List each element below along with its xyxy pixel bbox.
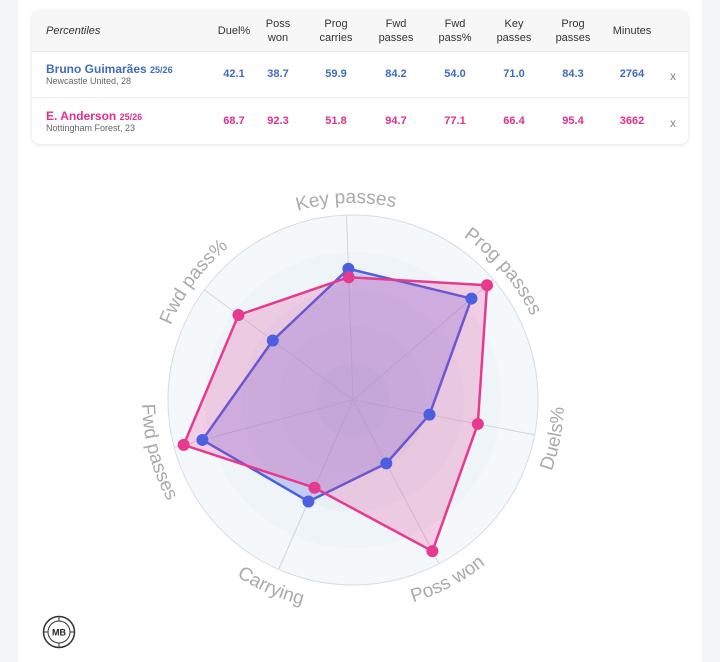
- remove-player-button[interactable]: x: [670, 69, 676, 83]
- cell-fwd-passes: 84.2: [385, 68, 407, 80]
- series-area-2: [182, 275, 489, 553]
- radar-spoke: [352, 399, 535, 436]
- series-point-1-6[interactable]: [196, 433, 209, 446]
- cell-fwd-passes: 94.7: [385, 115, 407, 127]
- series-point-2-5[interactable]: [308, 481, 321, 494]
- series-point-2-1[interactable]: [342, 271, 355, 284]
- cell-fwd-pass-pct: 77.1: [444, 115, 466, 127]
- column-header-duel-pct[interactable]: Duel%: [217, 24, 251, 37]
- player-name[interactable]: E. Anderson 25/26: [46, 109, 143, 123]
- series-point-1-4[interactable]: [380, 457, 393, 470]
- remove-player-button[interactable]: x: [670, 116, 676, 130]
- series-point-2-7[interactable]: [232, 309, 245, 322]
- player-team: Nottingham Forest, 23: [46, 123, 136, 133]
- logo-text: MB: [52, 628, 66, 638]
- series-point-1-2[interactable]: [465, 292, 478, 305]
- logo: MB: [42, 615, 76, 649]
- page: Percentiles Duel% Poss won Prog carries …: [18, 0, 702, 662]
- table-row-player-2: E. Anderson 25/26 Nottingham Forest, 23 …: [32, 98, 688, 144]
- cell-prog-passes: 95.4: [562, 115, 584, 127]
- series-area-1: [201, 267, 473, 503]
- series-point-2-4[interactable]: [426, 545, 439, 558]
- series-point-1-7[interactable]: [266, 334, 279, 347]
- axis-label: Duels%: [536, 406, 569, 473]
- column-header-fwd-passes[interactable]: Fwd passes: [378, 17, 414, 44]
- column-header-prog-passes[interactable]: Prog passes: [555, 17, 591, 44]
- series-point-1-3[interactable]: [423, 408, 436, 421]
- percentiles-table: Percentiles Duel% Poss won Prog carries …: [32, 10, 688, 144]
- column-header-fwd-pass-pct[interactable]: Fwd pass%: [438, 17, 472, 44]
- series-point-2-3[interactable]: [471, 417, 484, 430]
- cell-fwd-pass-pct: 54.0: [444, 68, 466, 80]
- table-header: Percentiles Duel% Poss won Prog carries …: [32, 10, 688, 52]
- column-header-prog-carries[interactable]: Prog carries: [319, 17, 353, 44]
- series-point-1-1[interactable]: [342, 262, 355, 275]
- radar-spoke: [346, 215, 354, 401]
- column-header-poss-won[interactable]: Poss won: [265, 17, 291, 44]
- axis-label: Key passes: [294, 187, 398, 216]
- cell-prog-carries: 59.9: [325, 68, 347, 80]
- player-season: 25/26: [119, 112, 143, 122]
- cell-poss-won: 92.3: [267, 115, 289, 127]
- player-team: Newcastle United, 28: [46, 76, 132, 86]
- table-row-player-1: Bruno Guimarães 25/26 Newcastle United, …: [32, 51, 688, 98]
- radar-spoke: [352, 399, 440, 565]
- column-header-key-passes[interactable]: Key passes: [496, 17, 532, 44]
- series-point-2-6[interactable]: [177, 438, 190, 451]
- cell-prog-passes: 84.3: [562, 68, 584, 80]
- player-season: 25/26: [150, 65, 173, 75]
- player-name[interactable]: Bruno Guimarães 25/26: [46, 62, 173, 76]
- cell-key-passes: 66.4: [503, 115, 525, 127]
- cell-prog-carries: 51.8: [325, 115, 347, 127]
- cell-duel-pct: 42.1: [223, 68, 245, 80]
- series-point-2-2[interactable]: [481, 279, 494, 292]
- column-header-minutes[interactable]: Minutes: [612, 24, 652, 37]
- corner-label: Percentiles: [46, 24, 101, 37]
- cell-poss-won: 38.7: [267, 68, 289, 80]
- radar-spoke: [204, 289, 354, 401]
- cell-minutes: 3662: [619, 115, 645, 127]
- cell-duel-pct: 68.7: [223, 115, 245, 127]
- cell-minutes: 2764: [619, 68, 645, 80]
- cell-key-passes: 71.0: [503, 68, 525, 80]
- series-point-1-5[interactable]: [302, 495, 315, 508]
